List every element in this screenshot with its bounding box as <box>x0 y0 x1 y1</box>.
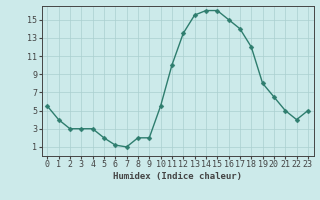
X-axis label: Humidex (Indice chaleur): Humidex (Indice chaleur) <box>113 172 242 181</box>
